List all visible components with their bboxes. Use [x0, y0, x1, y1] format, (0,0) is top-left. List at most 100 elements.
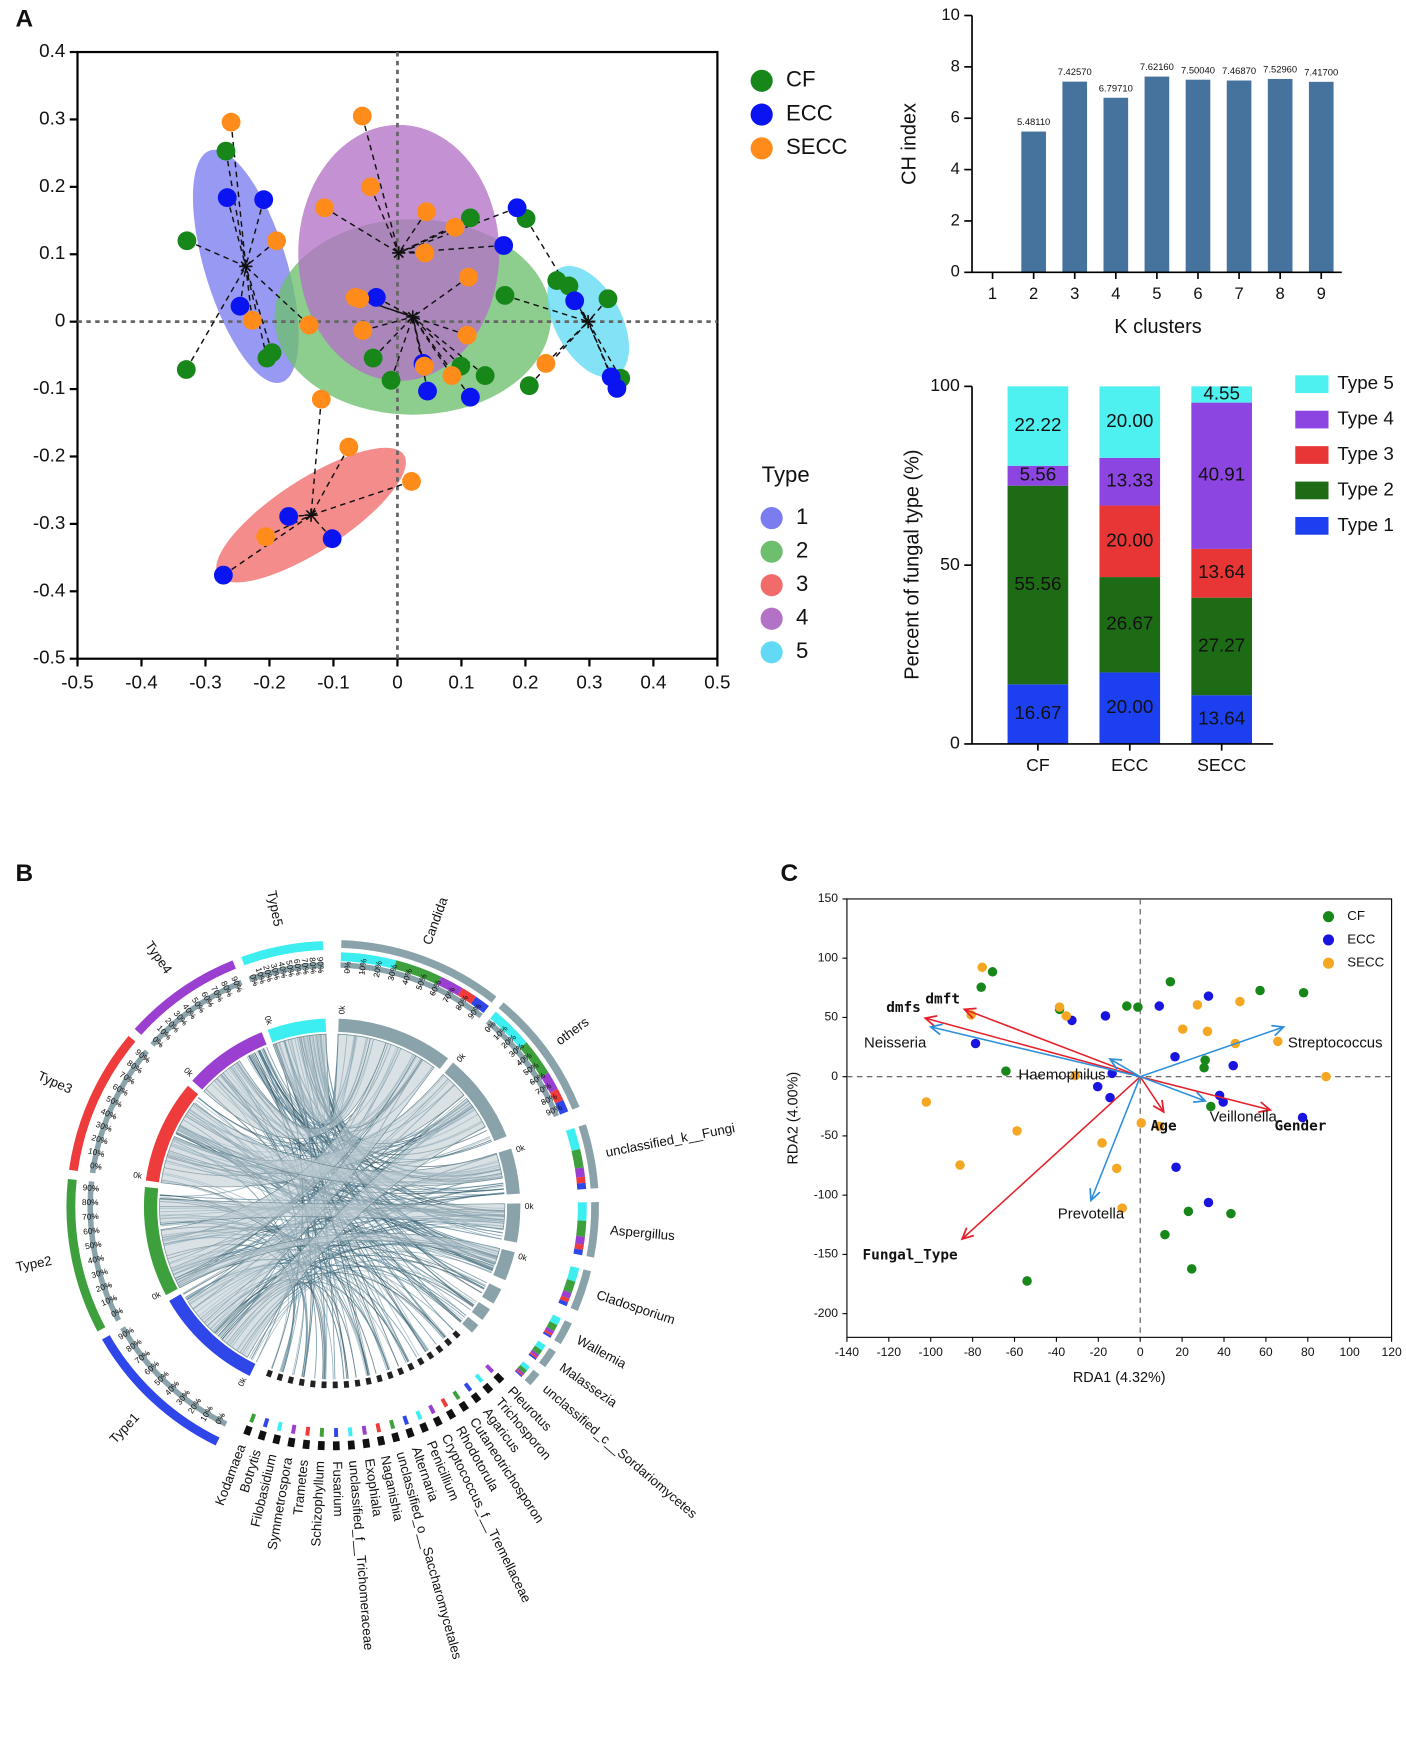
point: [1298, 988, 1309, 998]
arrow-shaft: [925, 1017, 1141, 1078]
point: [1226, 1208, 1236, 1219]
point: [1160, 1229, 1170, 1240]
genus-composition: [391, 1432, 401, 1443]
ring-tick: [129, 1079, 134, 1083]
ring-tick: [106, 1127, 111, 1130]
point: [1154, 1001, 1165, 1011]
genus-composition: [566, 1266, 580, 1282]
ring-tick: [96, 1244, 101, 1246]
point: [1203, 991, 1214, 1001]
y-tick-label: -150: [814, 1247, 839, 1261]
value-label: 26.67: [1106, 613, 1153, 634]
point: [230, 296, 250, 316]
value-label: 20.00: [1106, 410, 1153, 431]
genus-composition: [440, 1397, 449, 1408]
bar: [1185, 79, 1211, 273]
value-label: 7.46870: [1222, 65, 1256, 76]
genus-inner-arc: [397, 1367, 405, 1376]
genus-inner-arc: [287, 1376, 294, 1384]
cluster-link: [361, 115, 400, 254]
genus-label: Fusarium: [330, 1461, 346, 1517]
point: [507, 198, 527, 218]
point: [416, 202, 436, 222]
ring-tick: [165, 1034, 170, 1039]
genus-composition: [576, 1176, 586, 1184]
bar-segment: [1099, 386, 1161, 458]
group-inner-arc: [145, 1085, 199, 1183]
arrow-head: [1192, 1091, 1208, 1103]
cluster-link: [265, 514, 312, 538]
x-tick-label: CF: [1026, 755, 1050, 775]
point: [1171, 1162, 1181, 1172]
x-tick-label: 0: [1137, 1345, 1144, 1359]
cluster-legend-label: 5: [796, 638, 808, 663]
y-axis-label: RDA2 (4.00%): [786, 1072, 802, 1165]
point: [1165, 977, 1176, 987]
genus-inner-arc: [354, 1379, 361, 1387]
percent-ring: [340, 962, 483, 1019]
genus-composition: [347, 1427, 353, 1437]
point: [1200, 1055, 1210, 1065]
genus-inner-arc: [493, 1249, 515, 1281]
genus-composition: [558, 1299, 569, 1307]
point: [598, 289, 618, 309]
percent-ring: [89, 1049, 149, 1174]
genus-composition: [243, 1425, 253, 1436]
genus-inner-arc: [343, 1380, 350, 1388]
point: [977, 962, 988, 973]
ring-tick: [122, 1091, 127, 1094]
bar-segment: [1191, 695, 1252, 744]
bar-segment: [1099, 672, 1161, 744]
genus-composition: [573, 1248, 584, 1256]
centroid: [406, 310, 420, 324]
ring-tick: [537, 1090, 542, 1094]
ring-tick: [153, 1363, 158, 1367]
x-tick-label: 6: [1193, 284, 1202, 303]
y-tick-label: 6: [951, 108, 960, 127]
genus-outer-arc: [341, 940, 497, 1003]
genus-inner-arc: [310, 1380, 316, 1388]
bar-segment: [1191, 386, 1252, 403]
ring-tick: [208, 1001, 212, 1006]
y-tick-label: -0.1: [33, 377, 65, 398]
point: [262, 343, 282, 363]
chord-ribbon: [159, 1198, 506, 1230]
x-tick-label: 0.5: [704, 671, 730, 692]
point: [1297, 1112, 1308, 1123]
point: [1070, 1070, 1081, 1081]
x-tick-label: 100: [1340, 1345, 1361, 1359]
legend-label: Type 2: [1337, 478, 1393, 499]
ring-tick: [518, 1061, 523, 1065]
genus-inner-arc: [426, 1351, 435, 1360]
point: [381, 370, 401, 390]
genus-composition: [576, 1182, 587, 1190]
percent-ring: [120, 1326, 228, 1427]
ring-tick: [282, 972, 285, 978]
x-tick-label: 120: [1381, 1345, 1402, 1359]
x-tick-label: -80: [964, 1345, 982, 1359]
zero-label: 0k: [525, 1201, 535, 1211]
genus-composition: [531, 1345, 543, 1355]
legend-label: SECC: [786, 134, 847, 159]
ring-tick: [253, 980, 256, 986]
point: [495, 285, 515, 305]
point: [1202, 1026, 1213, 1037]
value-label: 20.00: [1106, 529, 1153, 550]
ring-tick-label: 80%: [307, 957, 318, 975]
point: [976, 982, 986, 992]
genus-composition: [376, 1435, 386, 1446]
cluster-link: [412, 316, 453, 376]
genus-inner-arc: [471, 1301, 490, 1320]
ring-tick: [157, 1042, 162, 1046]
point: [475, 366, 495, 386]
x-tick-label: 0: [392, 671, 402, 692]
point: [353, 321, 373, 340]
ring-tick-label: 20%: [90, 1132, 109, 1146]
point: [177, 231, 197, 251]
zero-label: 0k: [133, 1169, 144, 1180]
bar-segment: [1191, 402, 1252, 549]
genus-composition: [262, 1417, 270, 1428]
genus-composition: [559, 1295, 570, 1303]
x-tick-label: -120: [877, 1345, 902, 1359]
group-arc: [69, 1035, 136, 1171]
